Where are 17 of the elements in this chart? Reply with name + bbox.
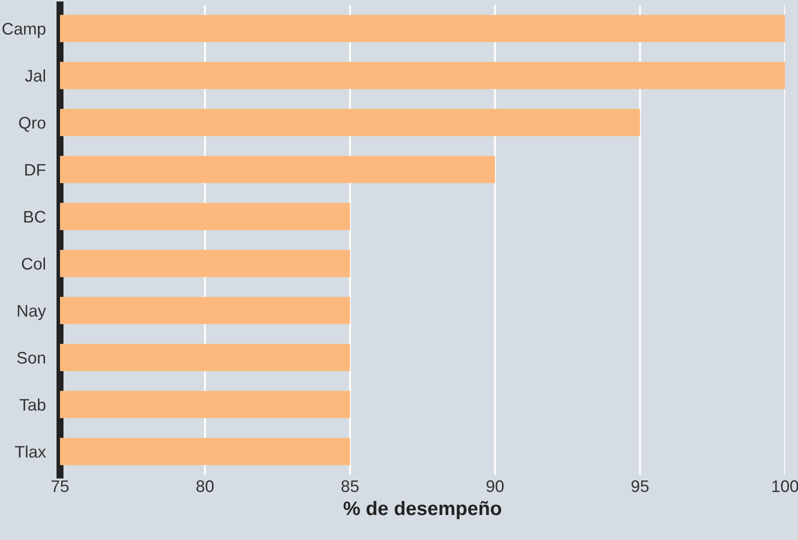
x-tick-label: 95 [632, 480, 649, 492]
y-tick-label: Son [17, 352, 46, 364]
x-tick-label: 90 [486, 480, 504, 492]
x-tick-label: 100 [772, 480, 798, 492]
y-tick-label: Jal [25, 69, 45, 82]
y-tick-label: Camp [2, 22, 46, 38]
x-tick-label: 85 [341, 480, 359, 492]
x-tick-label: 80 [196, 480, 214, 492]
y-tick-label: Tlax [15, 445, 46, 458]
x-axis-title: % de desempeño [344, 500, 502, 520]
x-tick-label: 75 [52, 480, 69, 492]
y-tick-label: Qro [19, 116, 46, 132]
y-tick-label: Col [22, 257, 45, 270]
y-tick-label: Tab [20, 398, 46, 411]
y-tick-label: BC [24, 210, 46, 223]
y-tick-label: Nay [18, 305, 46, 320]
y-tick-label: DF [25, 164, 46, 176]
